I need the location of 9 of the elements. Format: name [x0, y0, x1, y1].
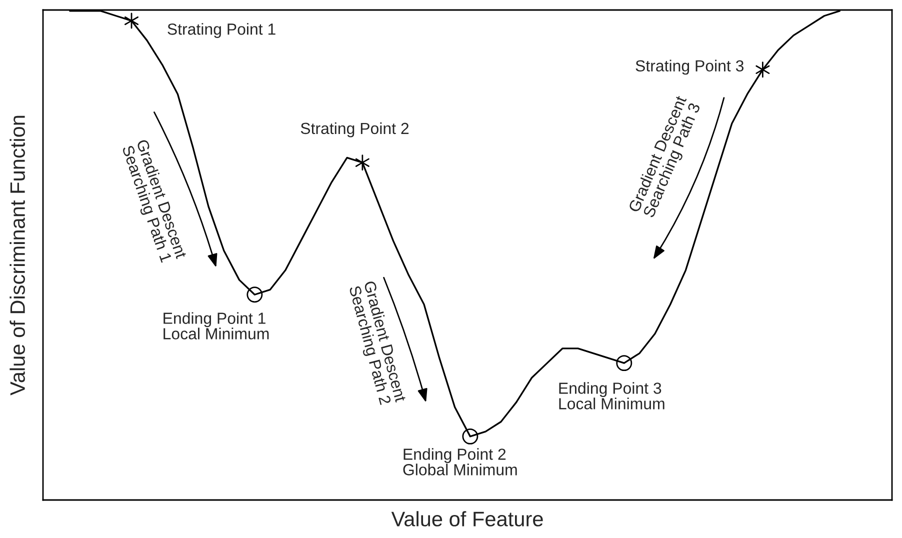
annotation: Ending Point 2 Global Minimum — [403, 448, 517, 476]
annotation: Gradient Descent Searching Path 2 — [346, 280, 408, 406]
annotation: Strating Point 2 — [300, 122, 409, 138]
annotation: Ending Point 3 Local Minimum — [559, 382, 664, 410]
annotation: Strating Point 1 — [168, 23, 276, 38]
annotation: Strating Point 3 — [636, 60, 744, 75]
x-axis-title: Value of Feature — [391, 511, 543, 526]
annotation: Ending Point 1 Local Minimum — [164, 312, 269, 340]
y-axis-title: Value of Discriminant Function — [10, 116, 25, 396]
